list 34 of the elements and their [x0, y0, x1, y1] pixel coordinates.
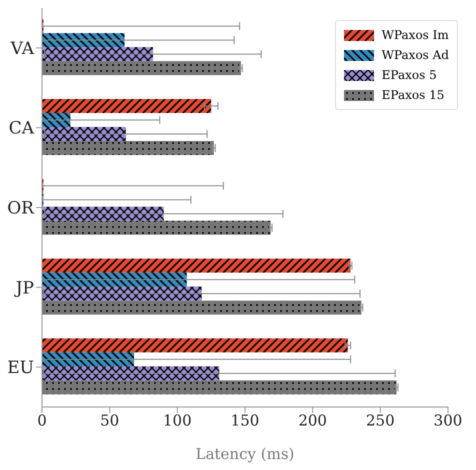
bar — [42, 300, 362, 315]
bar — [42, 338, 348, 352]
bar — [42, 33, 125, 48]
y-tick-label: CA — [8, 118, 35, 139]
legend-label: WPaxos Ad — [382, 48, 449, 62]
legend-label: WPaxos Im — [382, 28, 449, 42]
x-tick-label: 50 — [100, 412, 120, 430]
y-tick-label: JP — [14, 278, 34, 298]
y-tick-label: OR — [7, 198, 36, 219]
bar — [42, 61, 241, 76]
bar — [42, 258, 351, 273]
bar — [42, 380, 397, 394]
bar — [42, 352, 134, 366]
bar — [42, 366, 220, 380]
bar — [42, 272, 187, 287]
x-tick-label: 150 — [230, 412, 260, 430]
legend-label: EPaxos 15 — [382, 88, 444, 102]
bar — [42, 126, 126, 141]
bar — [42, 140, 214, 155]
x-axis-title: Latency (ms) — [196, 445, 294, 463]
legend-label: EPaxos 5 — [382, 68, 437, 82]
x-tick-label: 300 — [434, 412, 462, 430]
x-tick-label: 250 — [366, 412, 395, 430]
bar — [42, 47, 153, 62]
y-tick-label: EU — [7, 358, 34, 378]
x-tick-label: 200 — [298, 412, 327, 430]
bar — [42, 112, 70, 127]
bar — [42, 286, 202, 301]
y-tick-label: VA — [10, 38, 35, 59]
bar — [42, 98, 212, 113]
x-tick-label: 0 — [37, 412, 47, 430]
x-tick-label: 100 — [163, 412, 192, 430]
bar — [42, 206, 164, 221]
bar — [42, 220, 271, 235]
